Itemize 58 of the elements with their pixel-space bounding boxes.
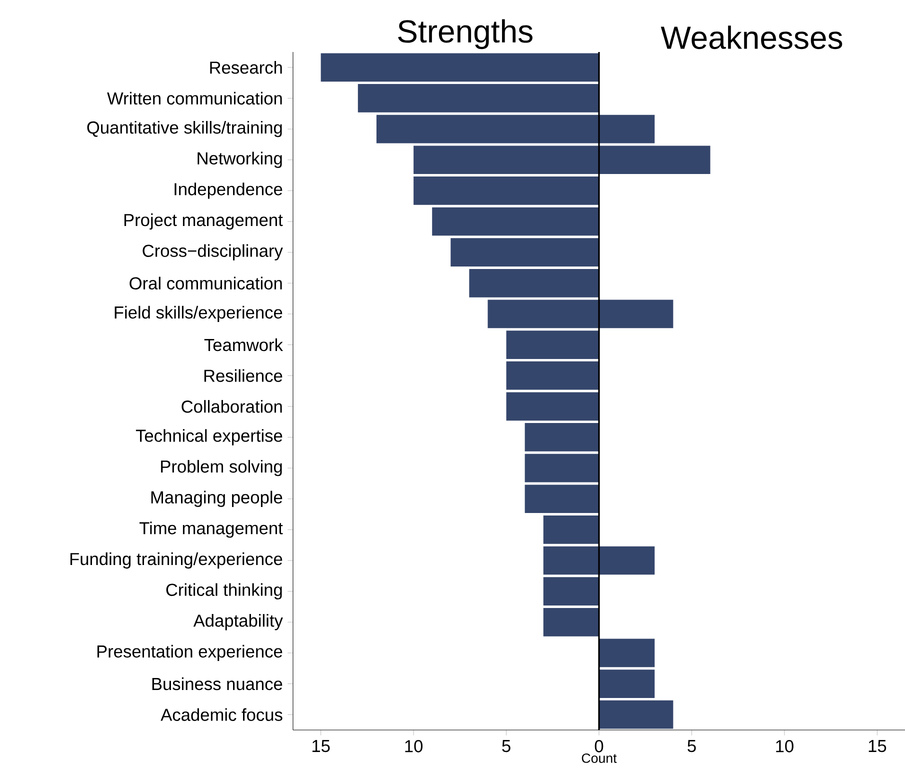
y-tick-label: Collaboration	[182, 400, 282, 413]
y-tick-label: Business nuance	[152, 677, 282, 690]
bar	[524, 454, 600, 482]
bar	[414, 146, 600, 174]
bar	[320, 53, 600, 82]
bar	[488, 300, 600, 328]
y-tick-label: Managing people	[151, 490, 282, 507]
bar	[432, 207, 600, 236]
y-tick-label: Quantitative skills/training	[87, 120, 282, 138]
bar	[599, 670, 655, 698]
x-tick-label: 15	[312, 740, 330, 752]
y-tick-label: Adaptability	[193, 614, 283, 630]
series-label: Strengths	[398, 19, 532, 50]
x-axis-title: Count	[582, 753, 617, 763]
bar	[506, 330, 600, 359]
y-tick-label: Presentation experience	[97, 644, 282, 662]
bar	[524, 484, 600, 514]
text: Weaknesses	[660, 26, 842, 50]
bar	[599, 546, 655, 575]
bar	[376, 114, 600, 144]
x-tick-label: 0	[594, 740, 604, 752]
x-tick-label: 5	[688, 740, 696, 752]
y-tick-label: Project management	[124, 213, 283, 230]
bar	[524, 423, 600, 452]
x-tick-label: 15	[868, 740, 886, 752]
bar	[450, 238, 600, 267]
bar	[414, 176, 600, 205]
x-tick-label: 5	[502, 740, 510, 752]
y-tick-label: Academic focus	[160, 708, 282, 721]
y-tick-label: Teamwork	[204, 338, 283, 352]
bar	[543, 546, 600, 575]
y-tick-label: Networking	[198, 152, 282, 168]
y-tick-label: Written communication	[107, 92, 282, 105]
bar	[506, 361, 600, 390]
bar	[543, 516, 600, 544]
y-tick-label: Technical expertise	[136, 429, 282, 446]
y-tick-label: Field skills/experience	[114, 306, 282, 322]
y-tick-label: Time management	[139, 522, 283, 538]
y-tick-label: Research	[210, 61, 282, 74]
bar	[599, 146, 710, 174]
y-tick-label: Oral communication	[130, 276, 282, 290]
bar	[506, 392, 600, 421]
bar	[543, 577, 600, 606]
x-tick-label: 10	[776, 740, 794, 752]
bar	[599, 114, 655, 144]
bar	[543, 608, 600, 636]
x-tick-label: 10	[405, 740, 423, 752]
y-tick-label: Critical thinking	[166, 583, 282, 600]
y-tick-label: Funding training/experience	[70, 552, 282, 569]
bar	[358, 84, 600, 112]
y-tick-label: Problem solving	[161, 460, 282, 476]
y-tick-label: Resilience	[204, 369, 282, 382]
y-tick-label: Cross−disciplinary	[142, 244, 283, 260]
bar	[469, 268, 600, 298]
bar	[599, 638, 655, 668]
y-tick-label: Independence	[174, 182, 282, 199]
bar	[599, 300, 674, 328]
bar	[599, 700, 674, 729]
